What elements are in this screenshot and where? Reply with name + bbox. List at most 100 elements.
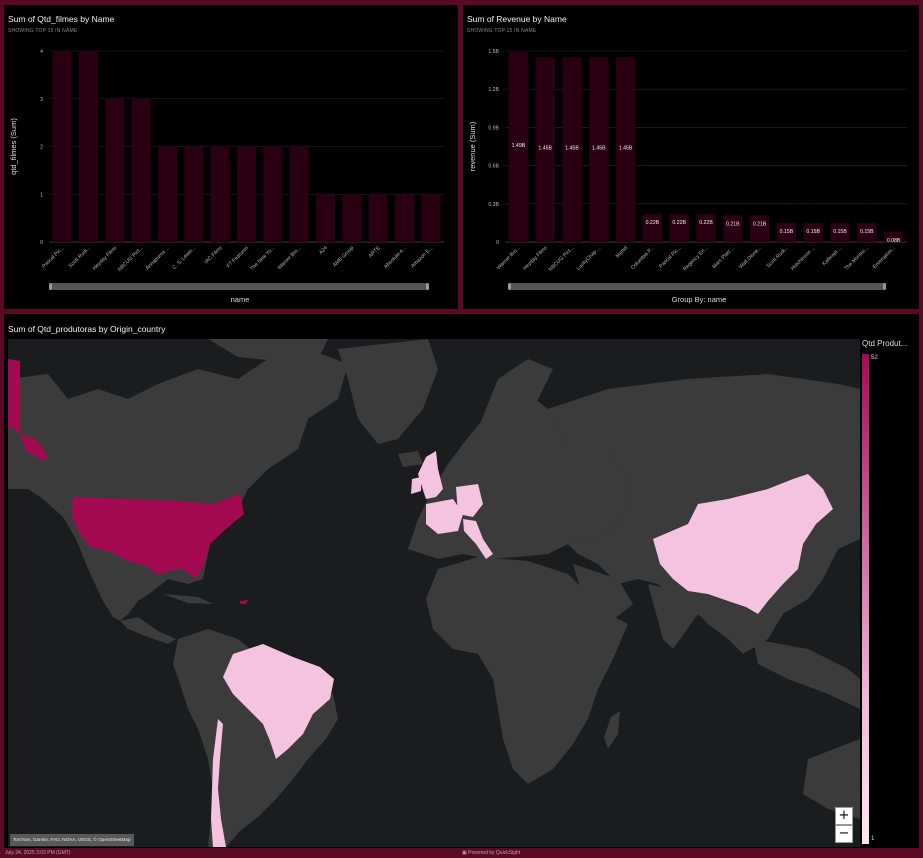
land-madagascar xyxy=(604,711,620,749)
bar[interactable] xyxy=(535,57,555,242)
country-chile[interactable] xyxy=(211,719,226,847)
bar[interactable] xyxy=(776,222,797,242)
legend-min-value: 1 xyxy=(871,836,875,842)
scrollbar-right-handle[interactable] xyxy=(883,283,886,290)
x-tick-label: Walt Disne... xyxy=(738,245,763,270)
bar[interactable] xyxy=(158,146,177,243)
land-japan xyxy=(843,479,860,524)
land-canada-islands xyxy=(208,339,328,361)
land-central-america xyxy=(120,617,176,644)
legend-title: Qtd Produt... xyxy=(862,339,908,348)
data-label: 1.45B xyxy=(565,146,579,152)
bar[interactable] xyxy=(289,146,309,243)
horizontal-scrollbar[interactable] xyxy=(49,283,429,290)
x-axis-title: Group By: name xyxy=(672,295,727,304)
bar[interactable] xyxy=(696,213,716,242)
bar[interactable] xyxy=(883,231,904,242)
y-axis-title: revenue (Sum) xyxy=(468,121,477,171)
scrollbar-right-handle[interactable] xyxy=(426,283,429,290)
x-tick-label: AMB Group xyxy=(332,245,355,268)
horizontal-scrollbar[interactable] xyxy=(508,283,886,290)
country-germany[interactable] xyxy=(456,484,483,517)
bar[interactable] xyxy=(210,146,230,243)
chart-subtitle: SHOWING TOP 15 IN NAME xyxy=(467,28,537,34)
country-alaska[interactable] xyxy=(8,359,20,434)
qtd-filmes-bar-chart: 0 1 2 3 4 Pascal Pic... Scott Rudi... Heyday Fi… xyxy=(9,49,444,304)
powered-by-link[interactable]: ▣ Powered by QuickSight xyxy=(462,850,521,856)
chart-title: Sum of Revenue by Name xyxy=(467,14,567,24)
data-label: 0.22B xyxy=(699,220,713,226)
x-tick-label: Amazon E... xyxy=(410,245,434,269)
country-brazil[interactable] xyxy=(223,644,334,759)
map-panel: Sum of Qtd_produtoras by Origin_country xyxy=(4,314,919,848)
country-france[interactable] xyxy=(426,499,463,534)
chart-panel-qtd-filmes: Sum of Qtd_filmes by Name SHOWING TOP 15… xyxy=(4,5,458,309)
bar[interactable] xyxy=(749,215,770,242)
bar[interactable] xyxy=(508,52,529,243)
bar[interactable] xyxy=(395,194,414,242)
bar[interactable] xyxy=(316,194,335,242)
data-label: 0.08B xyxy=(887,238,901,244)
zoom-in-button[interactable]: + xyxy=(835,807,853,825)
y-tick-label: 3 xyxy=(40,97,43,103)
data-label: 1.49B xyxy=(512,143,526,149)
x-tick-label: Warner Bro... xyxy=(277,245,303,271)
country-italy[interactable] xyxy=(463,519,493,559)
bar[interactable] xyxy=(237,146,256,243)
chart-panel-revenue: Sum of Revenue by Name SHOWING TOP 15 IN… xyxy=(463,5,919,309)
bar[interactable] xyxy=(562,57,582,242)
x-axis-title: name xyxy=(231,295,250,304)
x-tick-label: A24 xyxy=(318,245,329,256)
bar[interactable] xyxy=(803,222,823,242)
scrollbar-left-handle[interactable] xyxy=(49,283,52,290)
powered-by-label: Powered by QuickSight xyxy=(468,850,521,856)
country-small-pink[interactable] xyxy=(240,600,248,604)
legend-color-scale xyxy=(862,354,869,844)
bar[interactable] xyxy=(263,146,283,243)
legend-max-value: 52 xyxy=(871,355,878,361)
data-label: 0.15B xyxy=(833,229,847,235)
land-india xyxy=(648,584,698,649)
bar[interactable] xyxy=(79,51,98,242)
y-tick-label: 0 xyxy=(40,240,43,246)
bar[interactable] xyxy=(342,194,362,242)
x-tick-label: Columbia P... xyxy=(630,245,656,271)
zoom-out-button[interactable]: − xyxy=(835,825,853,843)
x-tick-label: Scott Rudi... xyxy=(766,245,790,269)
bar[interactable] xyxy=(368,194,388,242)
footer-timestamp: July 24, 2025 3:02 PM (GMT) xyxy=(5,850,71,856)
y-tick-label: 0.9B xyxy=(488,125,499,131)
bar[interactable] xyxy=(184,146,204,243)
country-united-states[interactable] xyxy=(72,494,244,579)
bar[interactable] xyxy=(669,213,689,242)
x-tick-label: Hutchinson ... xyxy=(790,245,817,272)
country-china[interactable] xyxy=(653,474,833,614)
data-label: 0.15B xyxy=(860,229,874,235)
y-tick-label: 0.6B xyxy=(488,164,499,170)
bar[interactable] xyxy=(615,57,636,242)
country-united-kingdom[interactable] xyxy=(418,451,443,499)
country-ireland[interactable] xyxy=(411,477,421,494)
bar[interactable] xyxy=(52,51,72,242)
x-tick-label: FT Features xyxy=(226,245,250,269)
x-tick-label: Absolute-e... xyxy=(383,245,408,270)
scrollbar-left-handle[interactable] xyxy=(508,283,511,290)
world-map[interactable] xyxy=(8,339,860,847)
land-iceland xyxy=(398,451,423,467)
country-canada-west[interactable] xyxy=(20,434,48,461)
bar[interactable] xyxy=(105,98,125,242)
bar[interactable] xyxy=(642,213,663,242)
bar[interactable] xyxy=(131,98,151,242)
bar[interactable] xyxy=(421,194,441,242)
bar[interactable] xyxy=(723,215,743,242)
bar[interactable] xyxy=(830,222,850,242)
bar[interactable] xyxy=(589,57,609,242)
bar[interactable] xyxy=(857,222,877,242)
x-tick-label: Entertainm... xyxy=(872,245,897,270)
land-europe xyxy=(408,394,628,559)
data-label: 0.21B xyxy=(726,221,740,227)
x-tick-label: NBCUG Pict... xyxy=(117,245,145,273)
x-tick-label: Heyday Films xyxy=(92,245,119,272)
x-tick-label: The Montec... xyxy=(844,245,871,272)
map-attribution[interactable]: TomTom, Garmin, FAO, NOAA, USGS, © OpenS… xyxy=(10,834,134,846)
